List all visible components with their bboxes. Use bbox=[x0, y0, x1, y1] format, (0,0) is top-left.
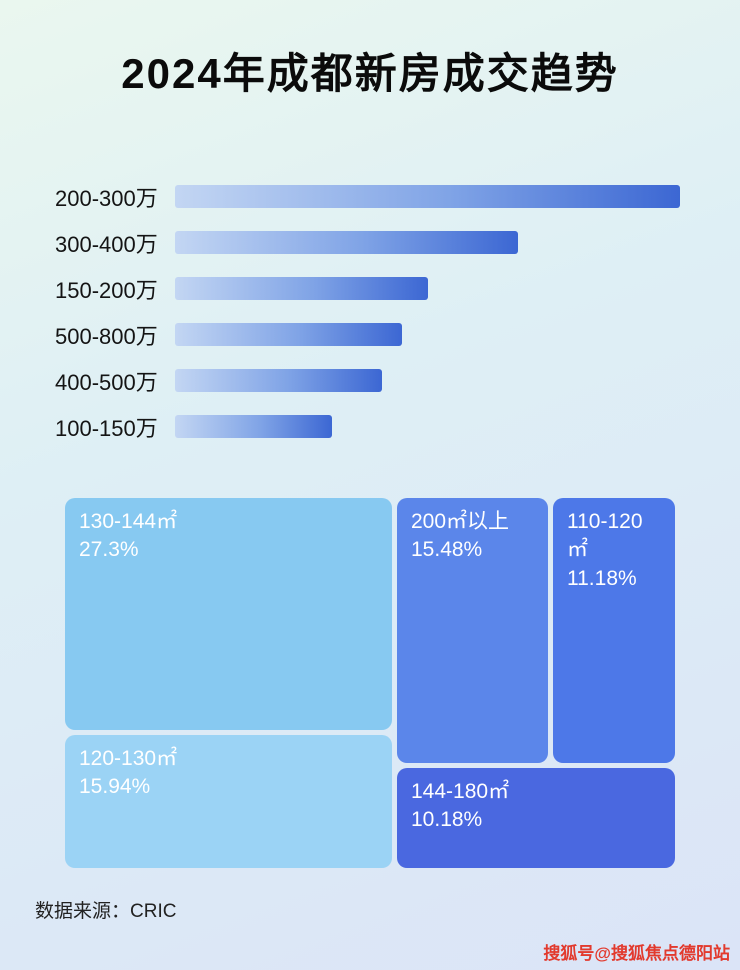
bar-label: 150-200万 bbox=[55, 277, 158, 303]
bar bbox=[175, 231, 519, 254]
bar bbox=[175, 185, 680, 208]
bar-track bbox=[175, 323, 680, 346]
bar-row: 300-400万 bbox=[55, 231, 680, 257]
treemap-block-label: 200㎡以上 bbox=[411, 510, 510, 533]
bar-track bbox=[175, 185, 680, 208]
treemap-block-percent: 15.48% bbox=[411, 538, 483, 562]
treemap-block: 200㎡以上 15.48% bbox=[397, 498, 548, 763]
bar-label: 400-500万 bbox=[55, 369, 158, 395]
bar-label: 200-300万 bbox=[55, 185, 158, 211]
bar bbox=[175, 369, 383, 392]
treemap-block-percent: 10.18% bbox=[411, 808, 483, 832]
area-treemap: 130-144㎡ 27.3% 120-130㎡ 15.94% 200㎡以上 15… bbox=[65, 498, 675, 868]
treemap-block: 130-144㎡ 27.3% bbox=[65, 498, 392, 730]
treemap-block: 120-130㎡ 15.94% bbox=[65, 735, 392, 868]
treemap-block-label: 144-180㎡ bbox=[411, 780, 510, 803]
bar-label: 100-150万 bbox=[55, 415, 158, 441]
treemap-block: 144-180㎡ 10.18% bbox=[397, 768, 675, 868]
bar bbox=[175, 323, 403, 346]
treemap-block-percent: 15.94% bbox=[79, 775, 151, 799]
watermark: 搜狐号@搜狐焦点德阳站 bbox=[543, 944, 730, 963]
treemap-block-percent: 27.3% bbox=[79, 538, 139, 562]
bar-track bbox=[175, 415, 680, 438]
treemap-block-percent: 11.18% bbox=[567, 566, 637, 590]
data-source-note: 数据来源：CRIC bbox=[35, 901, 177, 922]
bar-row: 200-300万 bbox=[55, 185, 680, 211]
bar-track bbox=[175, 369, 680, 392]
treemap-block: 110-120㎡ 11.18% bbox=[553, 498, 675, 763]
treemap-block-label: 130-144㎡ bbox=[79, 510, 178, 533]
bar-row: 500-800万 bbox=[55, 323, 680, 349]
bar bbox=[175, 277, 428, 300]
bar-track bbox=[175, 231, 680, 254]
bar-label: 300-400万 bbox=[55, 231, 158, 257]
treemap-block-label: 120-130㎡ bbox=[79, 747, 178, 770]
bar bbox=[175, 415, 332, 438]
treemap-block-label: 110-120㎡ bbox=[567, 510, 643, 562]
price-range-bar-chart: 200-300万 300-400万 150-200万 500-800万 400-… bbox=[55, 185, 680, 461]
bar-row: 100-150万 bbox=[55, 415, 680, 441]
bar-label: 500-800万 bbox=[55, 323, 158, 349]
bar-row: 400-500万 bbox=[55, 369, 680, 395]
bar-track bbox=[175, 277, 680, 300]
bar-row: 150-200万 bbox=[55, 277, 680, 303]
page-title: 2024年成都新房成交趋势 bbox=[121, 50, 619, 97]
